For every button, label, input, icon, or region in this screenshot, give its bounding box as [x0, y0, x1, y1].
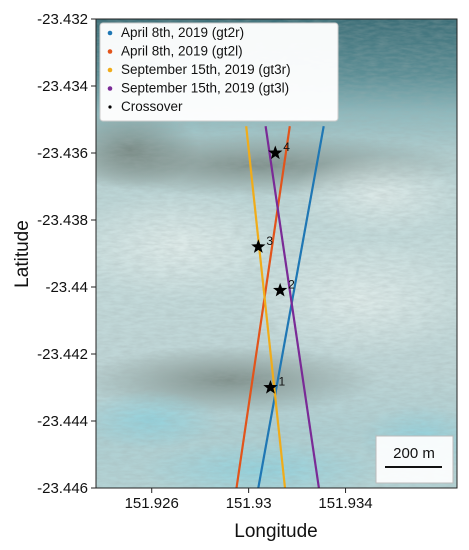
y-tick-label: -23.44: [45, 279, 88, 296]
x-tick-label: 151.93: [226, 495, 272, 512]
crossover-star: [273, 282, 288, 297]
y-tick-label: -23.436: [37, 145, 88, 162]
track-line-3: [245, 126, 287, 488]
y-tick-label: -23.438: [37, 212, 88, 229]
crossover-star: [263, 380, 278, 394]
scale-bar-label: 200 m: [393, 445, 435, 462]
plot-frame: [95, 18, 458, 489]
legend-marker: [107, 49, 113, 54]
y-tick-label: -23.444: [37, 413, 88, 430]
legend-box: [99, 22, 339, 122]
x-tick-label: 151.934: [318, 495, 372, 512]
legend-marker: [107, 86, 113, 91]
y-tick-label: -23.442: [37, 346, 88, 363]
track-line-1: [257, 126, 325, 488]
legend-entry: April 8th, 2019 (gt2l): [121, 44, 243, 59]
track-line-4: [264, 126, 320, 488]
legend-marker: [107, 67, 113, 73]
x-tick-label: 151.926: [125, 495, 179, 512]
crossover-markers: 1 2 3 4: [251, 140, 295, 394]
x-axis-ticks: 151.926 151.93 151.934: [125, 488, 373, 512]
legend-marker: [107, 30, 113, 36]
legend-entry: April 8th, 2019 (gt2r): [121, 25, 244, 40]
legend-entry: Crossover: [121, 99, 183, 114]
legend-marker: [108, 105, 112, 109]
crossover-label: 3: [266, 234, 273, 248]
y-axis-label: Latitude: [12, 220, 33, 288]
track-lines: [235, 126, 325, 488]
legend-entry: September 15th, 2019 (gt3l): [121, 81, 289, 96]
crossover-star: [268, 145, 283, 160]
track-line-2: [235, 126, 291, 488]
legend-entry: September 15th, 2019 (gt3r): [121, 62, 291, 77]
y-axis-ticks: -23.432 -23.434 -23.436 -23.438 -23.44 -23.44…: [37, 11, 96, 497]
x-axis-label: Longitude: [234, 521, 317, 542]
crossover-label: 2: [288, 277, 295, 291]
crossover-label: 4: [283, 140, 290, 154]
y-tick-label: -23.446: [37, 480, 88, 497]
crossover-star: [251, 239, 266, 253]
legend: April 8th, 2019 (gt2r) April 8th, 2019 (g…: [99, 22, 339, 122]
y-tick-label: -23.434: [37, 78, 88, 95]
scale-bar-box: [375, 435, 454, 484]
scale-bar: 200 m: [375, 435, 454, 484]
crossover-label: 1: [278, 375, 285, 389]
y-tick-label: -23.432: [37, 11, 88, 28]
